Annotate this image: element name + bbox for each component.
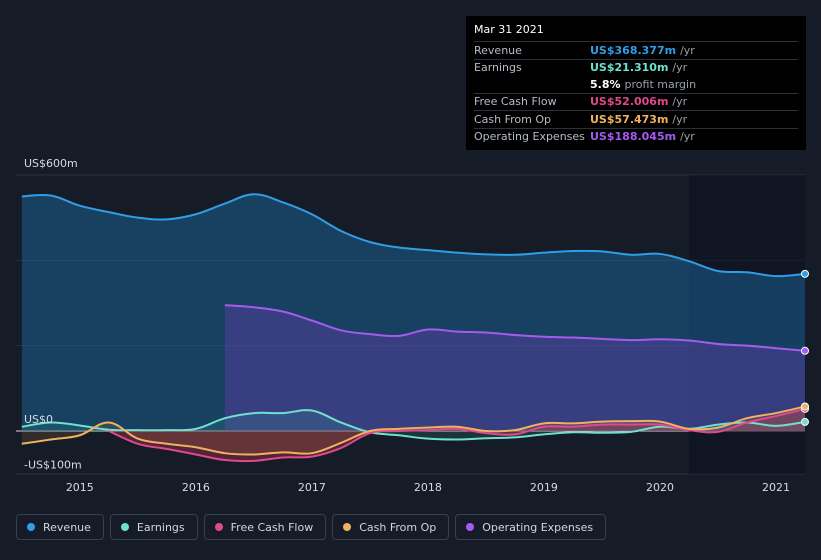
tooltip-row: Operating Expenses US$188.045m/yr <box>474 127 798 146</box>
legend-dot-icon <box>120 523 129 531</box>
legend-item-revenue[interactable]: Revenue <box>16 514 104 540</box>
legend-item-operating-expenses[interactable]: Operating Expenses <box>455 514 607 540</box>
legend: Revenue Earnings Free Cash Flow Cash From O… <box>16 514 612 542</box>
tooltip-row-unit: /yr <box>680 130 695 144</box>
end-marker-operating-expenses <box>801 346 809 355</box>
end-marker-revenue <box>801 269 809 278</box>
legend-item-earnings[interactable]: Earnings <box>109 514 198 540</box>
x-axis-labels: 2015 2016 2017 2018 2019 2020 2021 <box>66 481 790 494</box>
legend-item-free-cash-flow[interactable]: Free Cash Flow <box>203 514 327 540</box>
legend-dot-icon <box>27 523 35 531</box>
tooltip-row-unit: /yr <box>672 112 688 126</box>
area-operating-expenses <box>224 305 806 431</box>
tooltip-date: Mar 31 2021 <box>474 23 544 36</box>
line-operating-expenses <box>224 304 806 352</box>
legend-label: Earnings <box>136 520 185 534</box>
series-lines <box>21 193 806 463</box>
tooltip-row-label: Cash From Op <box>474 112 552 126</box>
tooltip-row-value: US$21.310m <box>590 61 669 75</box>
line-revenue <box>21 193 806 278</box>
tooltip-row-value: 5.8% <box>590 77 621 91</box>
area-free-cash-flow <box>108 408 805 462</box>
area-revenue <box>21 194 806 431</box>
end-marker-earnings <box>801 417 809 426</box>
x-axis-label: 2019 <box>530 481 558 494</box>
tooltip-row-label: Revenue <box>474 43 522 57</box>
tooltip: Mar 31 2021 Revenue US$368.377m/yr Earning… <box>466 16 806 150</box>
tooltip-row-unit: /yr <box>672 61 688 75</box>
legend-item-cash-from-op[interactable]: Cash From Op <box>332 514 450 540</box>
line-cash-from-op <box>21 405 806 456</box>
y-axis-label: US$0 <box>24 413 53 426</box>
x-axis-label: 2021 <box>762 481 790 494</box>
x-axis-label: 2016 <box>182 481 210 494</box>
tooltip-row-value: US$52.006m <box>590 95 669 109</box>
end-marker-cash-from-op <box>801 402 809 411</box>
tooltip-row: Cash From Op US$57.473m/yr <box>474 110 798 128</box>
tooltip-row-label: Earnings <box>474 61 522 75</box>
x-axis-label: 2018 <box>414 481 442 494</box>
x-axis-label: 2017 <box>298 481 326 494</box>
tooltip-row: 5.8% profit margin <box>474 76 798 93</box>
x-axis-label: 2015 <box>66 481 94 494</box>
series-end-markers <box>801 269 809 426</box>
tooltip-row-value: US$57.473m <box>590 112 669 126</box>
tooltip-rows: Revenue US$368.377m/yr Earnings US$21.310m /… <box>474 41 798 145</box>
tooltip-row: Revenue US$368.377m/yr <box>474 41 798 59</box>
tooltip-row-unit: profit margin <box>624 77 697 91</box>
tooltip-row-value: US$368.377m <box>590 43 677 57</box>
legend-dot-icon <box>214 523 223 531</box>
y-axis-label: US$600m <box>24 157 78 170</box>
tooltip-row: Earnings US$21.310m/yr <box>474 58 798 77</box>
tooltip-row-label: Free Cash Flow <box>474 95 557 109</box>
tooltip-row: Free Cash Flow US$52.006m/yr <box>474 92 798 111</box>
legend-label: Free Cash Flow <box>230 520 314 534</box>
legend-label: Revenue <box>43 520 91 534</box>
legend-dot-icon <box>466 523 475 531</box>
tooltip-row-unit: /yr <box>680 43 695 57</box>
tooltip-row-value: US$188.045m <box>590 130 677 144</box>
tooltip-row-unit: /yr <box>672 95 688 109</box>
y-axis-label: -US$100m <box>24 459 82 472</box>
legend-label: Operating Expenses <box>482 520 594 534</box>
legend-label: Cash From Op <box>359 520 437 534</box>
line-free-cash-flow <box>108 407 806 463</box>
y-axis-labels: US$600m US$0 -US$100m <box>24 157 82 472</box>
series-areas <box>21 194 806 462</box>
legend-dot-icon <box>343 523 352 531</box>
x-axis-label: 2020 <box>646 481 674 494</box>
tooltip-row-label: Operating Expenses <box>474 130 585 144</box>
